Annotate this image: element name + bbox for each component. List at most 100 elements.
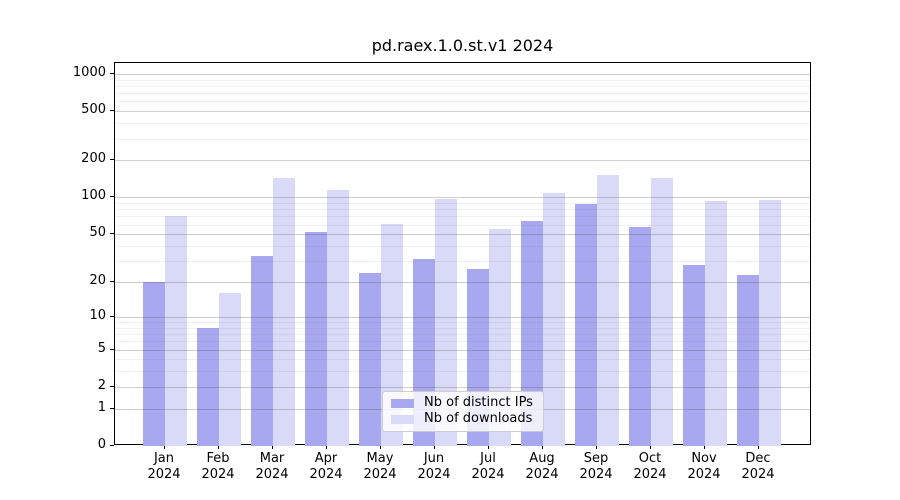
x-tick-jul: [488, 445, 489, 449]
y-tick-10: [110, 315, 114, 317]
y-tick-label-500: 500: [81, 102, 106, 118]
x-tick-label-nov: Nov 2024: [687, 451, 721, 482]
y-tick-label-50: 50: [89, 225, 106, 241]
gridline-40: [115, 246, 810, 247]
legend-label-distinct-ips: Nb of distinct IPs: [424, 395, 533, 410]
bar-oct-downloads: [651, 177, 673, 446]
legend-item-downloads: Nb of downloads: [391, 411, 535, 427]
bar-jan-downloads: [165, 215, 187, 446]
y-tick-label-0: 0: [97, 437, 106, 452]
bar-may-distinct-ips: [359, 272, 381, 446]
legend-swatch-distinct-ips: [391, 398, 414, 408]
x-tick-oct: [650, 445, 651, 449]
bar-mar-distinct-ips: [251, 256, 273, 446]
y-tick-200: [110, 159, 114, 161]
gridline-6: [115, 341, 810, 343]
bar-aug-downloads: [543, 193, 565, 446]
bar-apr-distinct-ips: [305, 232, 327, 446]
x-tick-label-may: May 2024: [363, 451, 397, 482]
bar-nov-distinct-ips: [683, 264, 705, 446]
legend-swatch-downloads: [391, 414, 414, 424]
gridline-700: [115, 93, 810, 95]
gridline-100: [115, 197, 810, 199]
y-tick-50: [110, 233, 114, 235]
bar-feb-downloads: [219, 293, 241, 446]
y-tick-0: [110, 445, 114, 446]
x-tick-mar: [272, 445, 273, 449]
gridline-8: [115, 327, 810, 329]
bar-jun-downloads: [435, 198, 457, 446]
bar-apr-downloads: [327, 189, 349, 446]
x-tick-feb: [218, 445, 219, 449]
x-tick-sep: [596, 445, 597, 449]
gridline-1000: [115, 73, 810, 75]
x-tick-nov: [704, 445, 705, 449]
gridline-600: [115, 101, 810, 103]
x-tick-label-jan: Jan 2024: [147, 451, 181, 482]
x-tick-jun: [434, 445, 435, 449]
x-tick-dec: [758, 445, 759, 449]
y-tick-label-100: 100: [81, 188, 106, 204]
bar-dec-downloads: [759, 200, 781, 446]
x-tick-label-oct: Oct 2024: [633, 451, 667, 482]
x-tick-label-aug: Aug 2024: [525, 451, 559, 482]
gridline-7: [115, 334, 810, 336]
y-tick-label-2: 2: [97, 377, 106, 393]
gridline-800: [115, 85, 810, 87]
y-tick-label-20: 20: [89, 273, 106, 289]
x-tick-label-feb: Feb 2024: [201, 451, 235, 482]
gridline-80: [115, 209, 810, 211]
gridline-400: [115, 123, 810, 125]
y-tick-label-200: 200: [81, 151, 106, 167]
x-tick-may: [380, 445, 381, 449]
bar-nov-downloads: [705, 201, 727, 446]
bar-sep-downloads: [597, 175, 619, 446]
legend-label-downloads: Nb of downloads: [424, 411, 533, 426]
gridline-10: [115, 316, 810, 318]
gridline-60: [115, 224, 810, 226]
bar-mar-downloads: [273, 178, 295, 446]
x-tick-jan: [164, 445, 165, 449]
bar-aug-distinct-ips: [521, 221, 543, 446]
gridline-500: [115, 111, 810, 113]
y-tick-5: [110, 348, 114, 350]
y-tick-label-10: 10: [89, 307, 106, 323]
legend: Nb of distinct IPs Nb of downloads: [382, 391, 544, 432]
bar-jan-distinct-ips: [143, 282, 165, 446]
y-tick-2: [110, 385, 114, 387]
x-tick-label-dec: Dec 2024: [741, 451, 775, 482]
plot-area: [114, 62, 811, 446]
x-tick-aug: [542, 445, 543, 449]
y-tick-label-5: 5: [97, 340, 106, 356]
gridline-70: [115, 216, 810, 218]
gridline-90: [115, 203, 810, 205]
gridline-2: [115, 386, 810, 388]
x-tick-label-sep: Sep 2024: [579, 451, 613, 482]
y-tick-20: [110, 281, 114, 283]
x-tick-label-apr: Apr 2024: [309, 451, 343, 482]
x-tick-label-jun: Jun 2024: [417, 451, 451, 482]
chart-title: pd.raex.1.0.st.v1 2024: [371, 36, 554, 55]
y-tick-100: [110, 196, 114, 198]
gridline-20: [115, 282, 810, 284]
bar-may-downloads: [381, 223, 403, 446]
bar-dec-distinct-ips: [737, 274, 759, 446]
gridline-50: [115, 234, 810, 236]
gridline-5: [115, 349, 810, 351]
gridline-200: [115, 160, 810, 162]
x-tick-label-mar: Mar 2024: [255, 451, 289, 482]
x-tick-label-jul: Jul 2024: [471, 451, 505, 482]
gridline-30: [115, 261, 810, 263]
gridline-900: [115, 79, 810, 81]
gridline-4: [115, 359, 810, 361]
y-tick-1: [110, 407, 114, 409]
bar-feb-distinct-ips: [197, 327, 219, 446]
y-tick-label-1000: 1000: [72, 64, 106, 80]
legend-item-distinct-ips: Nb of distinct IPs: [391, 395, 535, 411]
y-tick-1000: [110, 72, 114, 74]
gridline-300: [115, 138, 810, 140]
bar-oct-distinct-ips: [629, 227, 651, 446]
x-tick-apr: [326, 445, 327, 449]
gridline-3: [115, 371, 810, 373]
